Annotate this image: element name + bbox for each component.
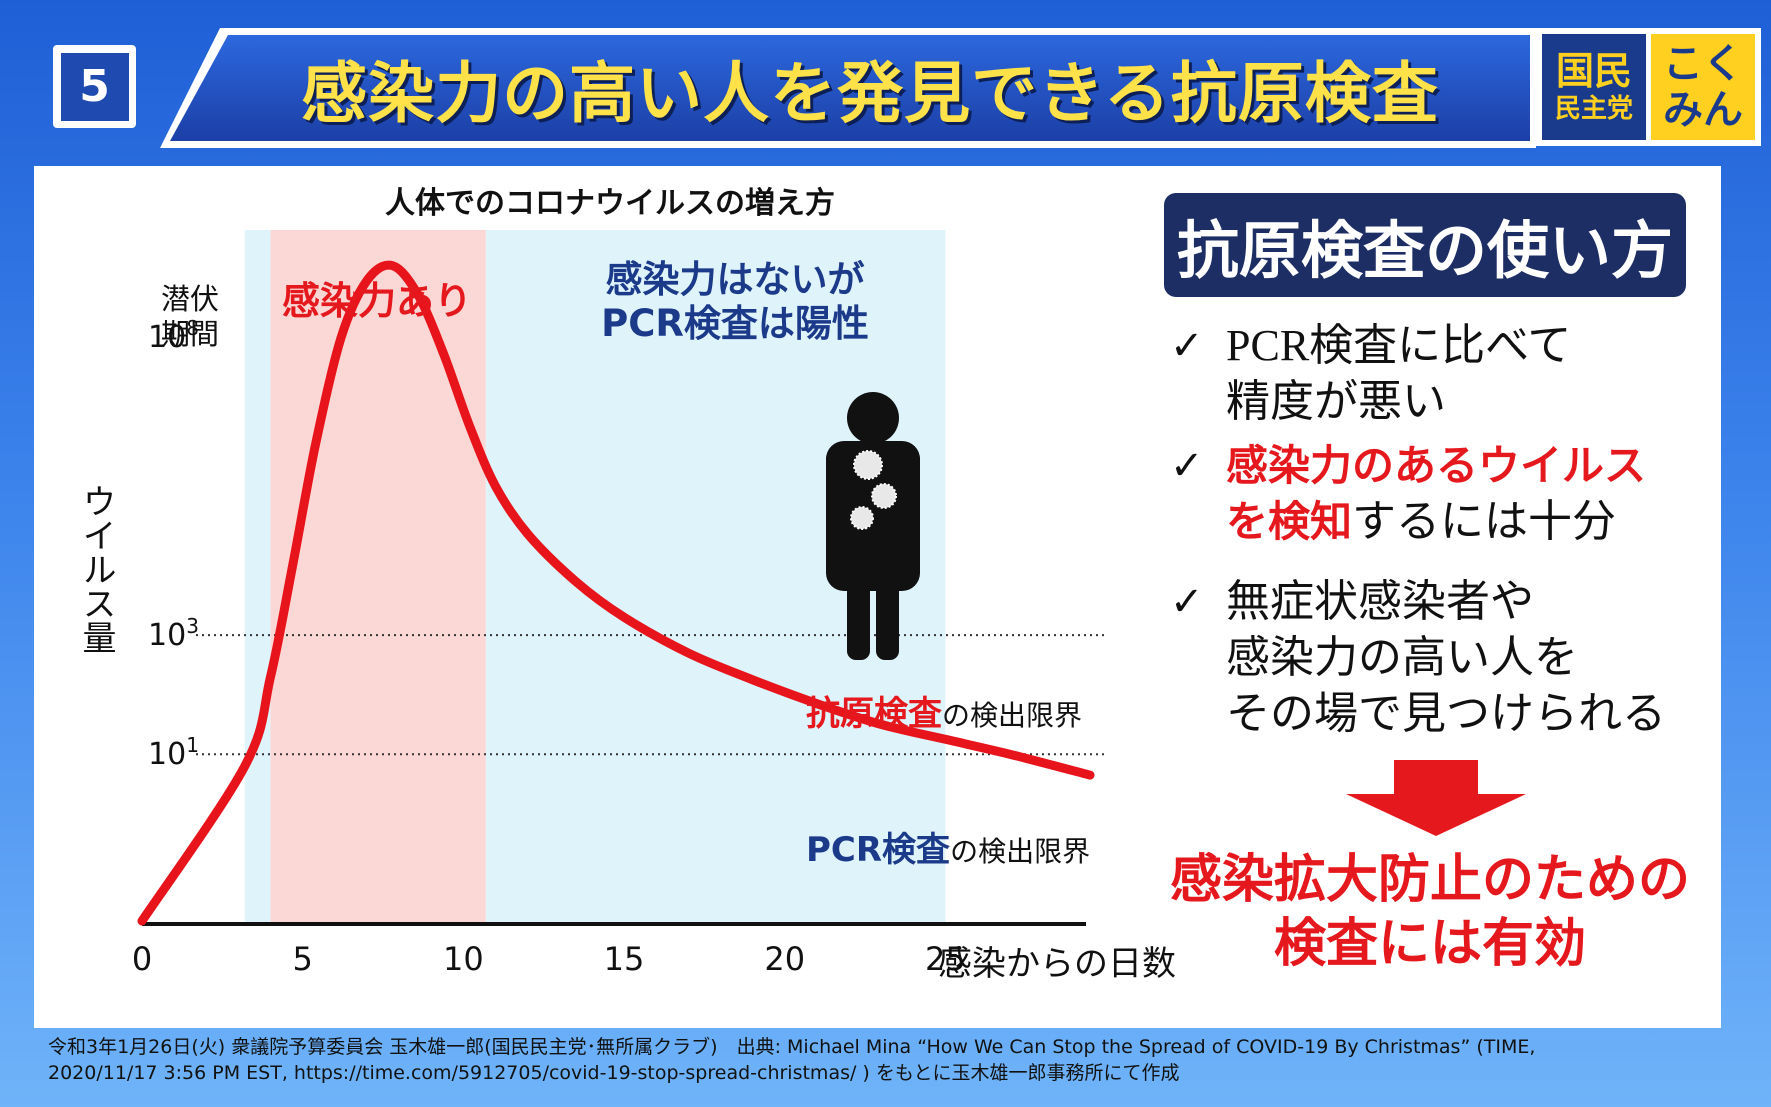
bullet-2-line-1: 感染力のあるウイルス (1226, 438, 1646, 494)
x-tick-label: 25 (925, 940, 966, 978)
x-tick-label: 0 (132, 940, 152, 978)
check-icon: ✓ (1170, 323, 1204, 369)
antigen-limit-rest: の検出限界 (942, 699, 1083, 732)
x-axis-title: 感染からの日数 (938, 944, 1176, 984)
x-tick-labels: 0 5 10 15 20 25 (132, 940, 966, 978)
antigen-limit-strong: 抗原検査 (806, 694, 942, 734)
footer-line-2: 2020/11/17 3:56 PM EST, https://time.com… (48, 1062, 1180, 1084)
logo-yellow-bottom: みん (1663, 87, 1743, 133)
conclusion-line-1: 感染拡大防止のための (1169, 850, 1690, 910)
person-icon (826, 392, 920, 660)
logo-yellow-block: こく みん (1651, 34, 1755, 140)
title-banner: 感染力の高い人を発見できる抗原検査 (170, 35, 1530, 141)
noninfectious-zone-label: 感染力はないが PCR検査は陽性 (540, 258, 930, 346)
bullet-2-rest: するには十分 (1352, 497, 1617, 546)
bullet-1-text: PCR検査に比べて 精度が悪い (1226, 318, 1571, 430)
region-0 (244, 230, 271, 924)
x-tick-label: 20 (764, 940, 805, 978)
noninf-line-1: 感染力はないが (605, 258, 865, 301)
logo-navy-big: 国民 (1555, 49, 1632, 93)
slide-number: 5 (60, 52, 129, 121)
virus-icon (850, 450, 897, 530)
conclusion: 感染拡大防止のための 検査には有効 (1150, 848, 1710, 976)
x-tick-label: 15 (604, 940, 645, 978)
bullet-3-line-1: 無症状感染者や (1226, 577, 1534, 626)
bullet-2-text: 感染力のあるウイルス を検知するには十分 (1226, 438, 1646, 550)
page-title: 感染力の高い人を発見できる抗原検査 (301, 55, 1439, 132)
noninf-line-2: PCR検査は陽性 (601, 302, 869, 345)
pcr-limit-label: PCR検査の検出限界 (806, 822, 1090, 871)
party-logo: 国民 民主党 こく みん (1536, 28, 1761, 146)
y-axis-title: ウイルス量 (76, 484, 116, 654)
viral-load-line (137, 260, 1095, 926)
logo-yellow-top: こく (1663, 41, 1743, 87)
logo-navy-small: 民主党 (1554, 94, 1633, 124)
chart-title: 人体でのコロナウイルスの増え方 (385, 186, 835, 221)
pcr-limit-rest: の検出限界 (950, 835, 1091, 868)
check-icon: ✓ (1170, 443, 1204, 489)
bullet-2-line-2: を検知するには十分 (1226, 494, 1646, 550)
x-tick-label: 10 (443, 940, 484, 978)
footer-line-1: 令和3年1月26日(火) 衆議院予算委員会 玉木雄一郎(国民民主党･無所属クラブ… (48, 1036, 1536, 1058)
antigen-limit-label: 抗原検査の検出限界 (806, 686, 1082, 735)
latent-period-label: 潜伏 期間 (150, 282, 230, 352)
howto-heading: 抗原検査の使い方 (1164, 193, 1686, 297)
bullet-3-line-3: その場で見つけられる (1226, 689, 1666, 738)
latent-line-2: 期間 (160, 317, 219, 351)
pcr-limit-strong: PCR検査 (806, 830, 951, 870)
bullet-1-line-1: PCR検査に比べて (1226, 321, 1572, 370)
conclusion-line-2: 検査には有効 (1273, 914, 1586, 974)
slide-number-badge: 5 (53, 45, 136, 128)
logo-navy-block: 国民 民主党 (1542, 34, 1646, 140)
bullet-2-highlight-2: を検知 (1226, 497, 1353, 546)
bullet-1-line-2: 精度が悪い (1226, 377, 1446, 426)
check-icon: ✓ (1170, 579, 1204, 625)
infectious-zone-label: 感染力あり (281, 279, 472, 323)
y-tick-label: 103 (148, 614, 199, 653)
down-arrow-icon (1346, 760, 1526, 836)
bullet-2-highlight-1: 感染力のあるウイルス (1226, 441, 1647, 490)
x-tick-label: 5 (292, 940, 312, 978)
latent-line-1: 潜伏 (160, 282, 219, 316)
bullet-3-line-2: 感染力の高い人を (1226, 633, 1578, 682)
bullet-3-text: 無症状感染者や 感染力の高い人を その場で見つけられる (1226, 574, 1666, 742)
region-1 (270, 230, 486, 924)
chart-series (137, 260, 1095, 926)
source-footer: 令和3年1月26日(火) 衆議院予算委員会 玉木雄一郎(国民民主党･無所属クラブ… (48, 1034, 1748, 1086)
y-tick-label: 101 (148, 733, 199, 772)
